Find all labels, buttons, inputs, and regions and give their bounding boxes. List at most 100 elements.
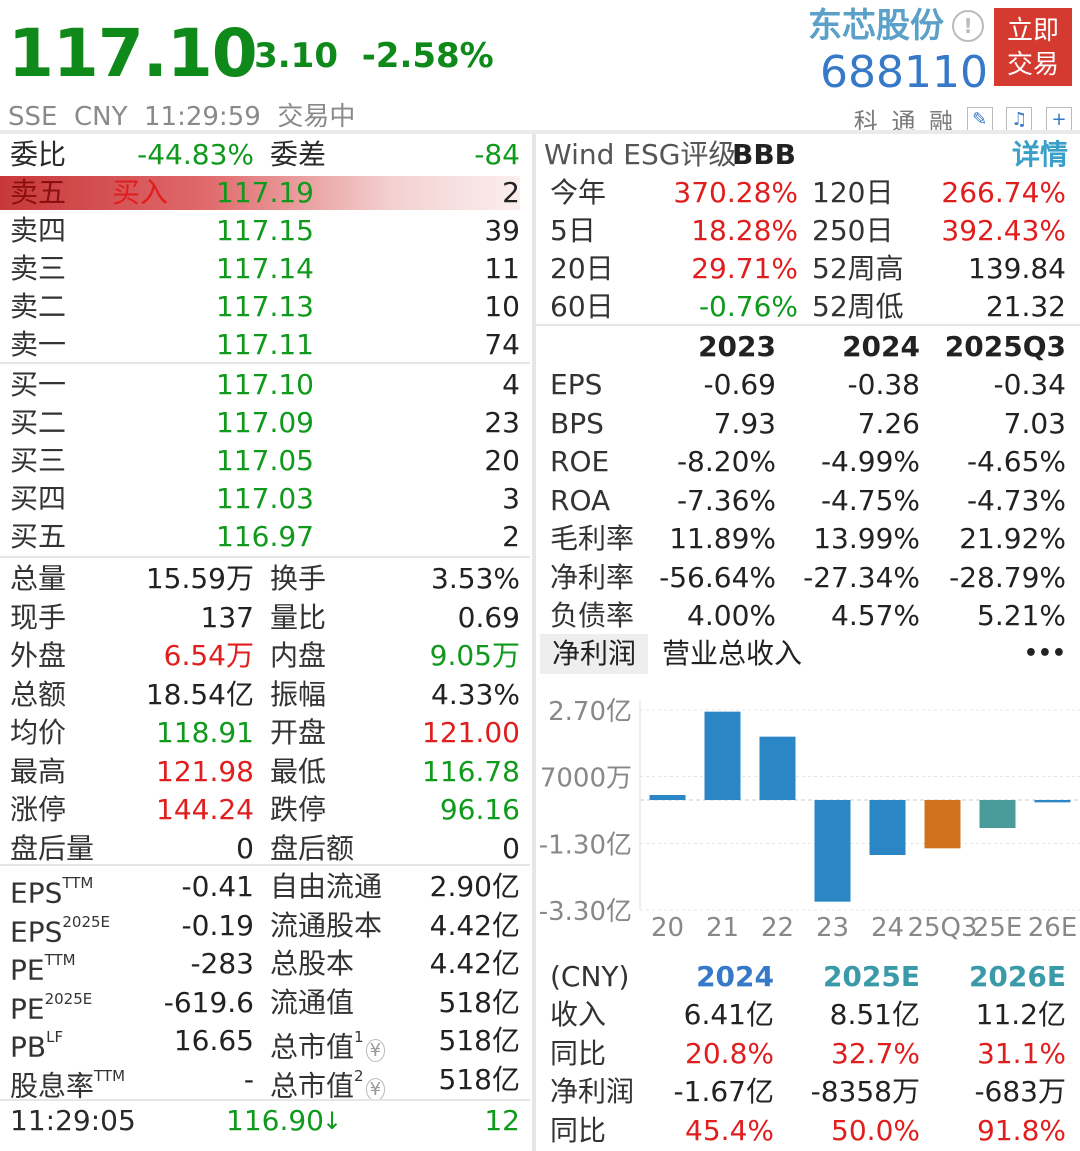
stat-value: 15.59万 <box>145 562 254 595</box>
financial-year: 2025Q3 <box>944 330 1066 363</box>
ask-row[interactable]: 卖四 117.15 39 <box>0 212 530 250</box>
bid-price: 117.05 <box>216 444 314 477</box>
valuation-label-sup: LF <box>46 1028 64 1046</box>
valuation-label: 总股本 <box>270 945 354 983</box>
change-amount: -3.10 <box>240 36 338 76</box>
valuation-value: -0.41 <box>181 870 254 903</box>
valuation-label-sup: TTM <box>94 1066 126 1085</box>
financial-row: 毛利率 11.89% 13.99% 21.92% <box>536 520 1080 558</box>
valuation-label-text: 自由流通 <box>270 870 383 903</box>
x-tick-label: 25E <box>973 913 1023 943</box>
chart-tabs: 净利润 营业总收入 ••• <box>536 632 1080 676</box>
ask-highlight <box>0 176 520 210</box>
return-label: 20日 <box>550 252 614 285</box>
return-value: 139.84 <box>968 252 1066 285</box>
financial-value: -8.20% <box>676 445 776 478</box>
stat-label: 开盘 <box>270 716 327 749</box>
stat-label: 最低 <box>270 754 327 788</box>
down-arrow-icon: ↓ <box>322 1107 343 1135</box>
forecast-value: 6.41亿 <box>683 998 774 1031</box>
y-tick-label: 2.70亿 <box>548 697 632 727</box>
edit-icon[interactable]: ✎ <box>966 106 993 133</box>
stat-label: 总量 <box>10 562 67 595</box>
return-row: 5日 18.28% 250日 392.43% <box>536 212 1080 250</box>
return-label: 52周高 <box>812 252 904 285</box>
bid-row[interactable]: 买五 116.97 2 <box>0 518 530 556</box>
yuan-icon[interactable]: ¥ <box>365 1077 386 1101</box>
tab-net-profit[interactable]: 净利润 <box>540 634 648 674</box>
forecast-value: 50.0% <box>831 1113 920 1147</box>
stock-name[interactable]: 东芯股份 <box>808 6 944 46</box>
valuation-value: 4.42亿 <box>429 947 520 980</box>
ask-row[interactable]: 卖二 117.13 10 <box>0 288 530 326</box>
valuation-label: EPS2025E <box>10 907 110 951</box>
return-value: 18.28% <box>691 214 798 247</box>
valuation-row: EPS2025E -0.19 流通股本 4.42亿 <box>0 907 530 948</box>
weibi-row: 委比 -44.83% 委差 -84 <box>0 136 530 174</box>
yuan-icon[interactable]: ¥ <box>365 1039 386 1063</box>
bid-row[interactable]: 买四 117.03 3 <box>0 480 530 518</box>
weicha-value: -84 <box>474 138 520 171</box>
financial-value: 11.89% <box>669 522 776 555</box>
valuation-label-sup: 1 <box>354 1028 364 1046</box>
ask-label: 卖五 <box>10 176 67 209</box>
ask-row[interactable]: 卖一 117.11 74 <box>0 326 530 364</box>
financial-value: 4.57% <box>831 599 920 632</box>
forecast-value: 31.1% <box>977 1036 1066 1070</box>
valuation-label-text: 股息率 <box>10 1068 95 1102</box>
ask-qty: 2 <box>502 176 520 209</box>
valuation-label: 自由流通 <box>270 868 382 906</box>
market-meta: SSE CNY 11:29:59 交易中 <box>8 100 355 134</box>
financial-row: ROA -7.36% -4.75% -4.73% <box>536 482 1080 520</box>
return-value: 392.43% <box>941 214 1066 247</box>
trade-now-button[interactable]: 立即 交易 <box>994 8 1072 86</box>
valuation-label-text: PE <box>10 991 45 1025</box>
bid-qty: 23 <box>484 406 520 439</box>
return-label: 250日 <box>812 214 894 247</box>
financial-value: -4.73% <box>966 483 1066 517</box>
ask-price: 117.13 <box>216 290 314 323</box>
y-tick-label: 7000万 <box>540 764 632 794</box>
weibi-value: -44.83% <box>137 138 254 171</box>
add-icon[interactable]: + <box>1046 106 1072 133</box>
ask-row[interactable]: 卖五 买入 117.19 2 <box>0 174 530 212</box>
stat-label: 跌停 <box>270 793 327 826</box>
valuation-label: 总市值1¥ <box>270 1022 386 1070</box>
bid-row[interactable]: 买三 117.05 20 <box>0 442 530 480</box>
x-tick-label: 24 <box>871 913 904 943</box>
valuation-row: PBLF 16.65 总市值1¥ 518亿 <box>0 1022 530 1063</box>
return-label: 60日 <box>550 290 614 323</box>
stat-row: 涨停 144.24 跌停 96.16 <box>0 791 530 829</box>
forecast-value: 32.7% <box>831 1036 920 1070</box>
quote-time: 11:29:59 <box>144 102 261 132</box>
valuation-label-sup: TTM <box>62 874 94 892</box>
stat-value: 144.24 <box>156 793 254 826</box>
valuation-value: -283 <box>190 947 254 980</box>
esg-detail-link[interactable]: 详情 <box>1011 138 1068 171</box>
valuation-value: -619.6 <box>163 985 254 1019</box>
valuation-value: 518亿 <box>438 985 520 1019</box>
valuation-label: 总市值2¥ <box>270 1061 386 1109</box>
more-icon[interactable]: ••• <box>1023 641 1066 666</box>
stat-value: 137 <box>200 600 254 634</box>
bid-row[interactable]: 买一 117.10 4 <box>0 366 530 404</box>
financial-row: EPS -0.69 -0.38 -0.34 <box>536 366 1080 404</box>
ask-row[interactable]: 卖三 117.14 11 <box>0 250 530 288</box>
financial-row: 负债率 4.00% 4.57% 5.21% <box>536 597 1080 635</box>
valuation-label-sup: 2025E <box>44 989 93 1008</box>
x-tick-label: 23 <box>816 913 849 943</box>
tab-revenue[interactable]: 营业总收入 <box>662 637 803 670</box>
forecast-row: 同比 45.4% 50.0% 91.8% <box>536 1112 1080 1150</box>
header-divider <box>0 130 1080 134</box>
buy-tag[interactable]: 买入 <box>112 176 169 209</box>
bid-row[interactable]: 买二 117.09 23 <box>0 404 530 442</box>
bell-icon[interactable]: ♫ <box>1006 106 1033 133</box>
order-book-panel: 委比 -44.83% 委差 -84 卖五 买入 117.19 2 卖四 117.15 39 卖… <box>0 134 530 1151</box>
valuation-row: EPSTTM -0.41 自由流通 2.90亿 <box>0 868 530 910</box>
valuation-label-text: EPS <box>10 876 63 910</box>
stat-value: 121.98 <box>156 754 254 788</box>
info-icon[interactable]: ! <box>952 10 984 42</box>
forecast-value: 8.51亿 <box>829 998 920 1031</box>
trade-divider <box>0 1099 530 1101</box>
